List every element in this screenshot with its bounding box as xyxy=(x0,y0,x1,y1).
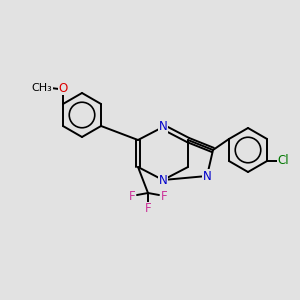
Text: CH₃: CH₃ xyxy=(32,83,52,93)
Text: N: N xyxy=(159,173,167,187)
Text: N: N xyxy=(202,169,211,182)
Text: F: F xyxy=(145,202,151,215)
Text: Cl: Cl xyxy=(277,154,289,167)
Text: N: N xyxy=(159,121,167,134)
Text: F: F xyxy=(161,190,167,202)
Text: O: O xyxy=(58,82,68,94)
Text: F: F xyxy=(129,190,135,202)
